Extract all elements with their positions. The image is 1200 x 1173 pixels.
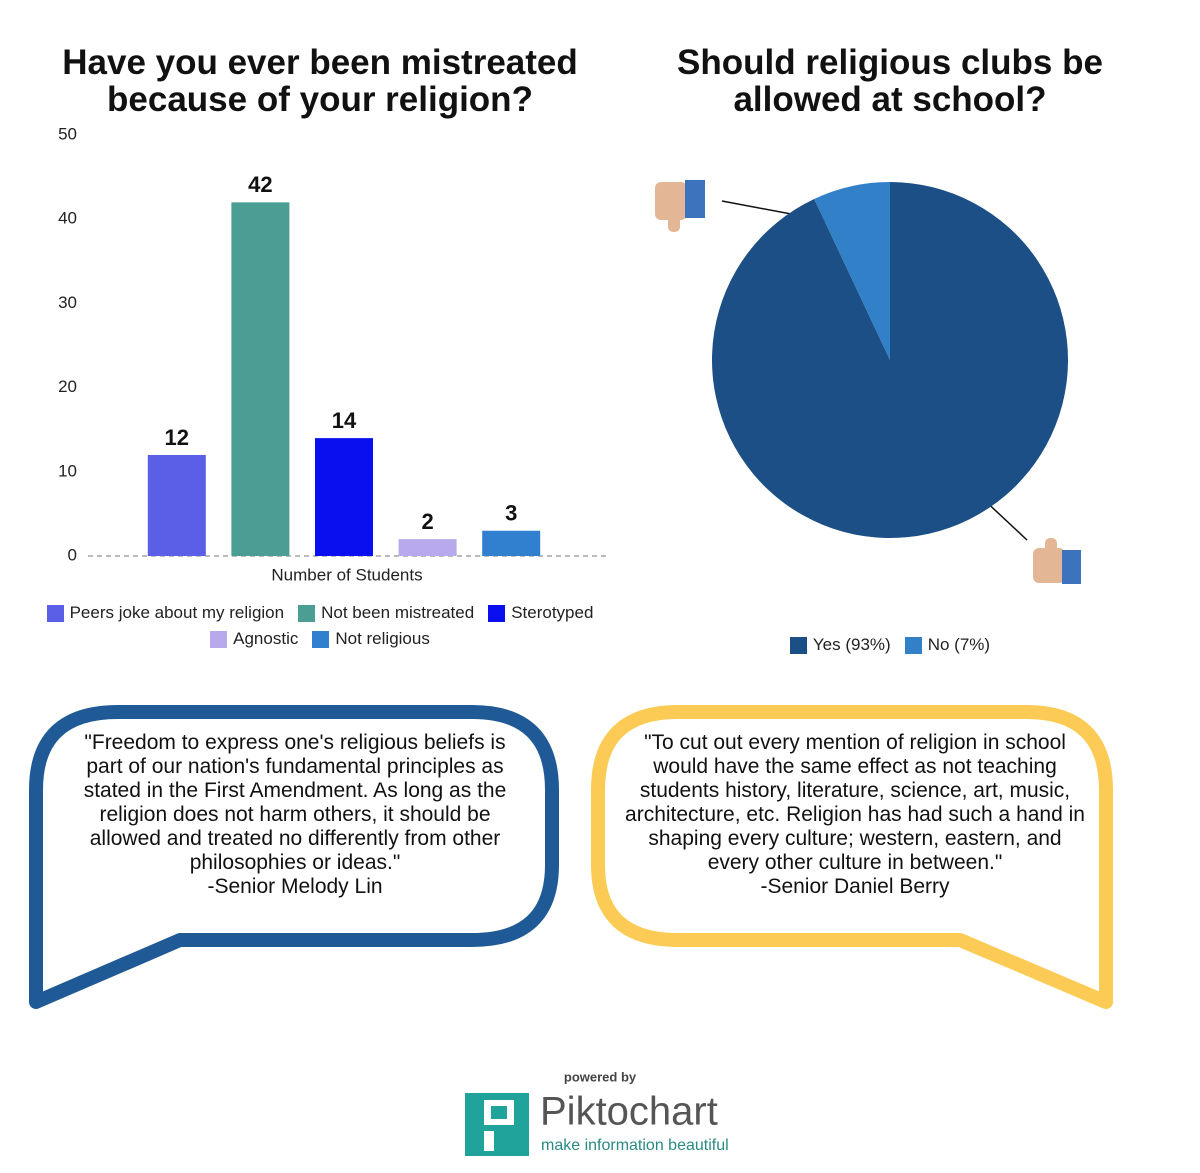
legend-label: Not religious bbox=[335, 629, 430, 648]
y-tick-label: 40 bbox=[58, 209, 77, 228]
pie-slice bbox=[712, 182, 1068, 538]
legend-swatch bbox=[904, 636, 922, 654]
bar bbox=[147, 454, 206, 556]
legend-item: Not religious bbox=[312, 629, 430, 649]
chart-title: Should religious clubs be allowed at sch… bbox=[677, 43, 1103, 119]
speech-bubble bbox=[29, 705, 559, 1009]
legend-item: Agnostic bbox=[210, 629, 298, 649]
legend-swatch bbox=[46, 604, 64, 622]
legend-label: Sterotyped bbox=[511, 603, 594, 622]
legend-label: Agnostic bbox=[233, 629, 299, 648]
legend-item: Yes (93%) bbox=[789, 635, 891, 655]
brand-name: Piktochart bbox=[540, 1090, 718, 1134]
legend-label: Peers joke about my religion bbox=[69, 603, 285, 622]
legend-label: No (7%) bbox=[927, 635, 991, 654]
legend-item: Sterotyped bbox=[488, 603, 593, 623]
data-label: 3 bbox=[505, 501, 517, 526]
bar bbox=[398, 539, 457, 556]
logo-cutout bbox=[491, 1106, 507, 1119]
quote-text: "To cut out every mention of religion in… bbox=[625, 731, 1085, 874]
quote: "To cut out every mention of religion in… bbox=[622, 731, 1088, 899]
legend-swatch bbox=[298, 604, 316, 622]
quote-author: -Senior Daniel Berry bbox=[760, 875, 950, 898]
speech-bubble bbox=[591, 705, 1113, 1009]
quote-text: "Freedom to express one's religious beli… bbox=[83, 731, 507, 874]
data-label: 2 bbox=[421, 509, 433, 534]
y-tick-label: 50 bbox=[58, 124, 77, 143]
legend-item: No (7%) bbox=[904, 635, 991, 655]
data-label: 12 bbox=[165, 425, 189, 450]
pie-slice bbox=[814, 182, 890, 360]
y-tick-label: 20 bbox=[58, 377, 77, 396]
data-label: 42 bbox=[248, 172, 272, 197]
legend-swatch bbox=[312, 630, 330, 648]
legend-swatch bbox=[488, 604, 506, 622]
y-tick-label: 0 bbox=[68, 545, 77, 564]
thumb-up-icon bbox=[1033, 538, 1081, 584]
bar bbox=[482, 530, 541, 556]
thumb bbox=[1045, 538, 1057, 556]
legend-swatch bbox=[210, 630, 228, 648]
thumb-cuff bbox=[685, 180, 705, 218]
legend-label: Not been mistreated bbox=[321, 603, 475, 622]
y-tick-label: 30 bbox=[58, 293, 77, 312]
quote: "Freedom to express one's religious beli… bbox=[75, 731, 515, 899]
bar bbox=[315, 438, 373, 556]
legend-swatch bbox=[789, 636, 807, 654]
legend: Yes (93%) No (7%) bbox=[690, 635, 1090, 655]
logo-cutout bbox=[484, 1131, 494, 1151]
logo-mark bbox=[465, 1093, 529, 1156]
thumb-hand bbox=[655, 182, 687, 220]
thumb-hand bbox=[1033, 548, 1065, 583]
chart-title: Have you ever been mistreated because of… bbox=[62, 43, 578, 119]
thumb-down-icon bbox=[655, 180, 705, 232]
legend-item: Not been mistreated bbox=[298, 603, 474, 623]
data-label: 14 bbox=[332, 408, 357, 433]
legend: Peers joke about my religion Not been mis… bbox=[20, 603, 620, 649]
brand-tagline: make information beautiful bbox=[541, 1137, 729, 1154]
thumb bbox=[668, 212, 680, 232]
legend-label: Yes (93%) bbox=[812, 635, 891, 654]
y-tick-label: 10 bbox=[58, 461, 77, 480]
bar bbox=[231, 202, 290, 557]
quote-author: -Senior Melody Lin bbox=[207, 875, 383, 898]
legend-item: Peers joke about my religion bbox=[46, 603, 285, 623]
x-axis-label: Number of Students bbox=[271, 565, 422, 584]
powered-by: powered by bbox=[564, 1069, 637, 1084]
thumb-cuff bbox=[1062, 550, 1081, 584]
